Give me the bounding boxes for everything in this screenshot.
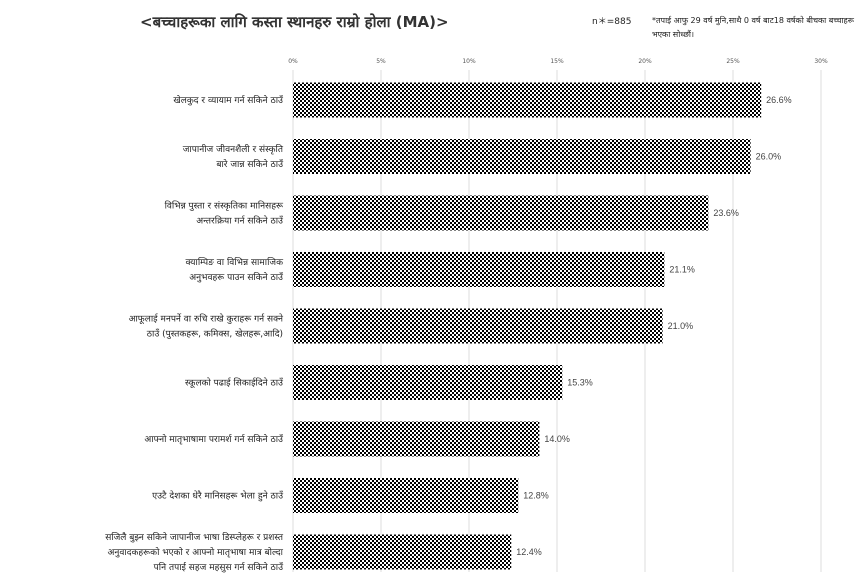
- x-tick-label: 15%: [550, 58, 564, 65]
- category-label: खेलकुद र व्यायाम गर्न सकिने ठाउँ: [173, 94, 284, 106]
- data-label: 26.6%: [766, 95, 792, 105]
- value-labels: 26.6% 26.0% 23.6% 21.1% 21.0% 15.3% 14.0% 12.8%…: [516, 95, 791, 557]
- x-tick-label: 25%: [726, 58, 740, 65]
- data-label: 14.0%: [544, 434, 570, 444]
- x-tick-label: 20%: [638, 58, 652, 65]
- category-label: आफूलाई मनपर्ने वा रुचि राखे कुराहरू गर्न…: [129, 313, 284, 325]
- bar: [293, 478, 519, 513]
- category-label: सजिलै बुझ्न सकिने जापानीज भाषा डिस्प्लेह…: [105, 531, 284, 543]
- bar: [293, 139, 751, 174]
- bar: [293, 534, 512, 570]
- data-label: 26.0%: [756, 152, 782, 162]
- data-label: 23.6%: [713, 208, 739, 218]
- category-label: बारे जान्न सकिने ठाउँ: [216, 158, 284, 170]
- category-label: अनुभवहरू पाउन सकिने ठाउँ: [189, 271, 284, 283]
- x-tick-label: 10%: [462, 58, 476, 65]
- category-label: स्कूलको पढाई सिकाईदिने ठाउँ: [185, 377, 284, 389]
- data-label: 15.3%: [567, 378, 593, 388]
- category-label: आफ्नो मातृभाषामा परामर्श गर्न सकिने ठाउँ: [144, 433, 284, 445]
- x-tick-label: 0%: [288, 58, 298, 65]
- bars: [293, 82, 762, 570]
- category-label: विभिन्न पुस्ता र संस्कृतिका मानिसहरू: [165, 200, 284, 212]
- x-tick-label: 5%: [376, 58, 386, 65]
- x-tick-label: 30%: [814, 58, 828, 65]
- data-label: 21.1%: [669, 265, 695, 275]
- footnote: *तपाई आफु 29 वर्ष मुनि,साथै 0 वर्ष बाट18…: [652, 16, 854, 39]
- sample-size-note: n＊=885: [592, 17, 632, 27]
- category-label: अन्तरक्रिया गर्न सकिने ठाउँ: [196, 215, 284, 227]
- data-label: 12.4%: [516, 547, 542, 557]
- category-label: ठाउँ (पुस्तकहरू, कमिक्स, खेलहरू,आदि): [147, 328, 283, 340]
- bar: [293, 308, 663, 344]
- category-label: पनि तपाई सहज महसुस गर्न सकिने ठाउँ: [154, 561, 284, 573]
- category-label: जापानीज जीवनशैली र संस्कृति: [183, 143, 284, 155]
- category-labels: खेलकुद र व्यायाम गर्न सकिने ठाउँ जापानीज …: [105, 94, 284, 573]
- category-label: अनुवादकहरूको भएको र आफ्नो मातृभाषा मात्र…: [107, 546, 283, 558]
- bar: [293, 252, 665, 287]
- bar: [293, 421, 540, 457]
- bar: [293, 82, 762, 118]
- x-axis-ticks: 0% 5% 10% 15% 20% 25% 30%: [288, 58, 828, 65]
- category-label: क्याम्पिङ वा विभिन्न सामाजिक: [185, 256, 284, 268]
- bar: [293, 195, 709, 231]
- chart-title: <बच्चाहरूका लागि कस्ता स्थानहरु राम्रो ह…: [140, 13, 449, 31]
- category-label: एउटै देशका धेरै मानिसहरू भेला हुने ठाउँ: [152, 490, 284, 502]
- data-label: 12.8%: [523, 491, 549, 501]
- data-label: 21.0%: [668, 321, 694, 331]
- bar: [293, 365, 563, 400]
